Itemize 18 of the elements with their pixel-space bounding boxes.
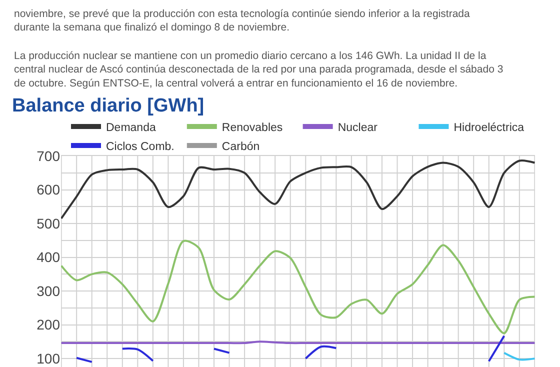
- y-tick-label: 300: [36, 282, 60, 299]
- legend-label: Ciclos Comb.: [106, 140, 174, 153]
- line-series: [61, 159, 535, 220]
- y-tick-label: 500: [36, 215, 60, 232]
- y-tick-label: 100: [36, 350, 60, 366]
- chart-title: Balance diario [GWh]: [12, 96, 204, 117]
- y-tick-label: 600: [36, 182, 60, 198]
- legend-label: Renovables: [222, 122, 283, 134]
- y-tick-label: 400: [36, 249, 60, 266]
- legend-label: Nuclear: [338, 122, 378, 134]
- legend-label: Demanda: [106, 122, 156, 134]
- text: La producción nuclear se mantiene con un promedio diario cercano a los 146 GWh. La unidad II de la central nuclear de Ascó continúa desconectada de la red por una parada programada, desde el sábado 3 de octubre. Según ENTSO-E, la central volverá a entrar en funcionamiento el 16 de noviembre.: [14, 50, 504, 90]
- text: noviembre, se prevé que la producción con esta tecnología continúe siendo inferior a la registrada durante la semana que finalizó el domingo 8 de noviembre.: [14, 8, 470, 34]
- legend-label: Carbón: [222, 140, 260, 153]
- y-tick-label: 200: [36, 316, 60, 333]
- line-series: [61, 240, 535, 334]
- legend-label: Hidroeléctrica: [454, 122, 525, 134]
- y-tick-label: 700: [36, 148, 60, 164]
